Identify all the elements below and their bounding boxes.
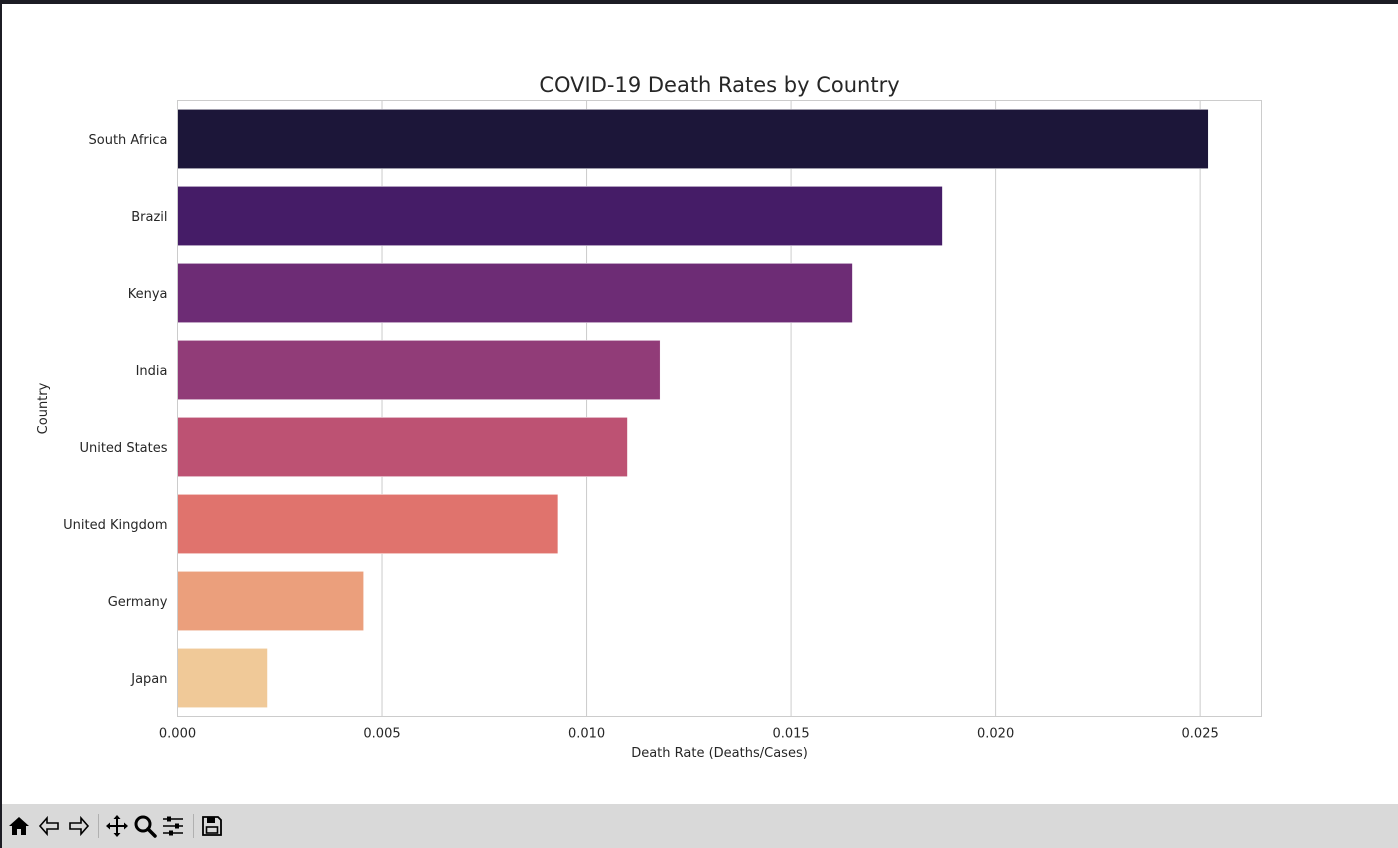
- chart: South Africa Brazil Kenya India United State…: [36, 73, 1262, 761]
- plot-frame: [177, 100, 1262, 717]
- back-arrow-icon: [38, 815, 59, 837]
- x-tick-label: 0.005: [363, 727, 400, 742]
- toolbar-separator: [98, 814, 99, 838]
- bar: [177, 109, 1209, 169]
- y-tick-label: United States: [79, 441, 167, 456]
- zoom-button[interactable]: [131, 812, 159, 840]
- chart-title: COVID-19 Death Rates by Country: [539, 73, 899, 97]
- bar: [177, 494, 559, 554]
- bar: [177, 648, 268, 708]
- y-tick-label: United Kingdom: [63, 518, 167, 533]
- save-icon: [202, 816, 222, 836]
- zoom-icon: [134, 815, 157, 838]
- x-tick-label: 0.010: [568, 727, 605, 742]
- back-button[interactable]: [35, 812, 63, 840]
- figure-window: South Africa Brazil Kenya India United State…: [2, 4, 1398, 848]
- bar: [177, 340, 661, 400]
- move-icon: [106, 815, 128, 837]
- x-tick-label: 0.000: [159, 727, 196, 742]
- x-tick-label: 0.020: [977, 727, 1014, 742]
- x-tick-label: 0.025: [1182, 727, 1219, 742]
- y-axis-label: Country: [36, 382, 51, 434]
- bar: [177, 417, 628, 477]
- toolbar-separator: [193, 814, 194, 838]
- y-tick-label: Kenya: [128, 287, 168, 302]
- configure-subplots-button[interactable]: [159, 812, 187, 840]
- pan-button[interactable]: [103, 812, 131, 840]
- y-tick-label: Germany: [108, 595, 168, 610]
- forward-button[interactable]: [65, 812, 93, 840]
- bar: [177, 571, 364, 631]
- sliders-icon: [163, 816, 183, 836]
- x-tick-label: 0.015: [772, 727, 809, 742]
- bar: [177, 263, 853, 323]
- y-tick-label: India: [136, 364, 168, 379]
- y-tick-label: South Africa: [89, 133, 168, 148]
- x-axis-label: Death Rate (Deaths/Cases): [631, 746, 808, 761]
- forward-arrow-icon: [69, 815, 90, 837]
- toolbar: [2, 804, 1398, 848]
- y-tick-label: Brazil: [131, 210, 167, 225]
- home-button[interactable]: [5, 812, 33, 840]
- bar: [177, 186, 943, 246]
- save-button[interactable]: [198, 812, 226, 840]
- home-icon: [9, 817, 29, 835]
- y-tick-label: Japan: [130, 672, 167, 687]
